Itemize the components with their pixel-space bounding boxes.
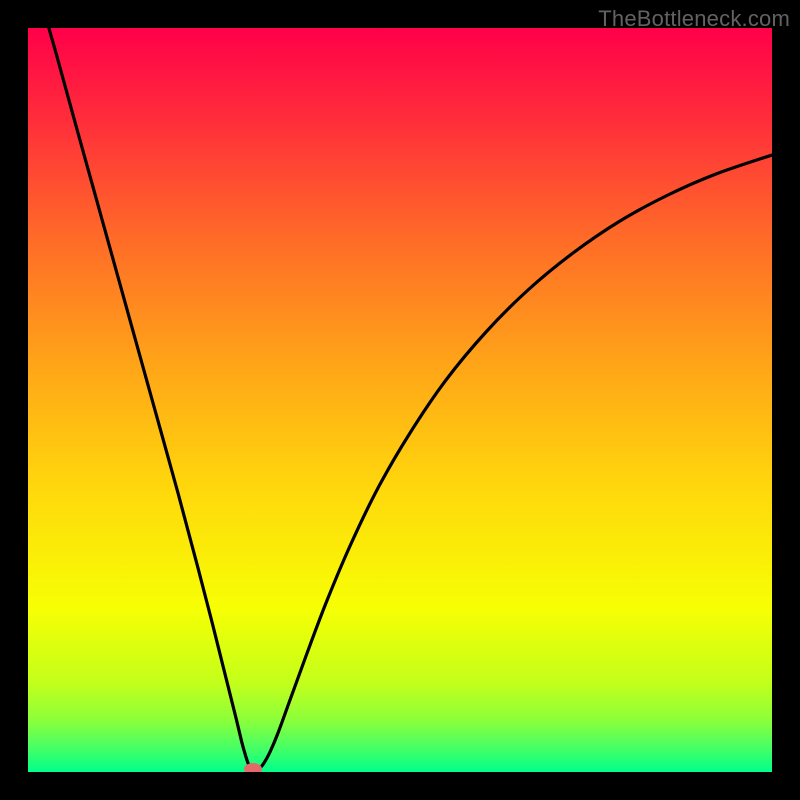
plot-area	[28, 28, 772, 772]
watermark-text: TheBottleneck.com	[598, 6, 790, 32]
chart-frame: TheBottleneck.com	[0, 0, 800, 800]
gradient-background	[28, 28, 772, 772]
bottleneck-curve-chart	[28, 28, 772, 772]
